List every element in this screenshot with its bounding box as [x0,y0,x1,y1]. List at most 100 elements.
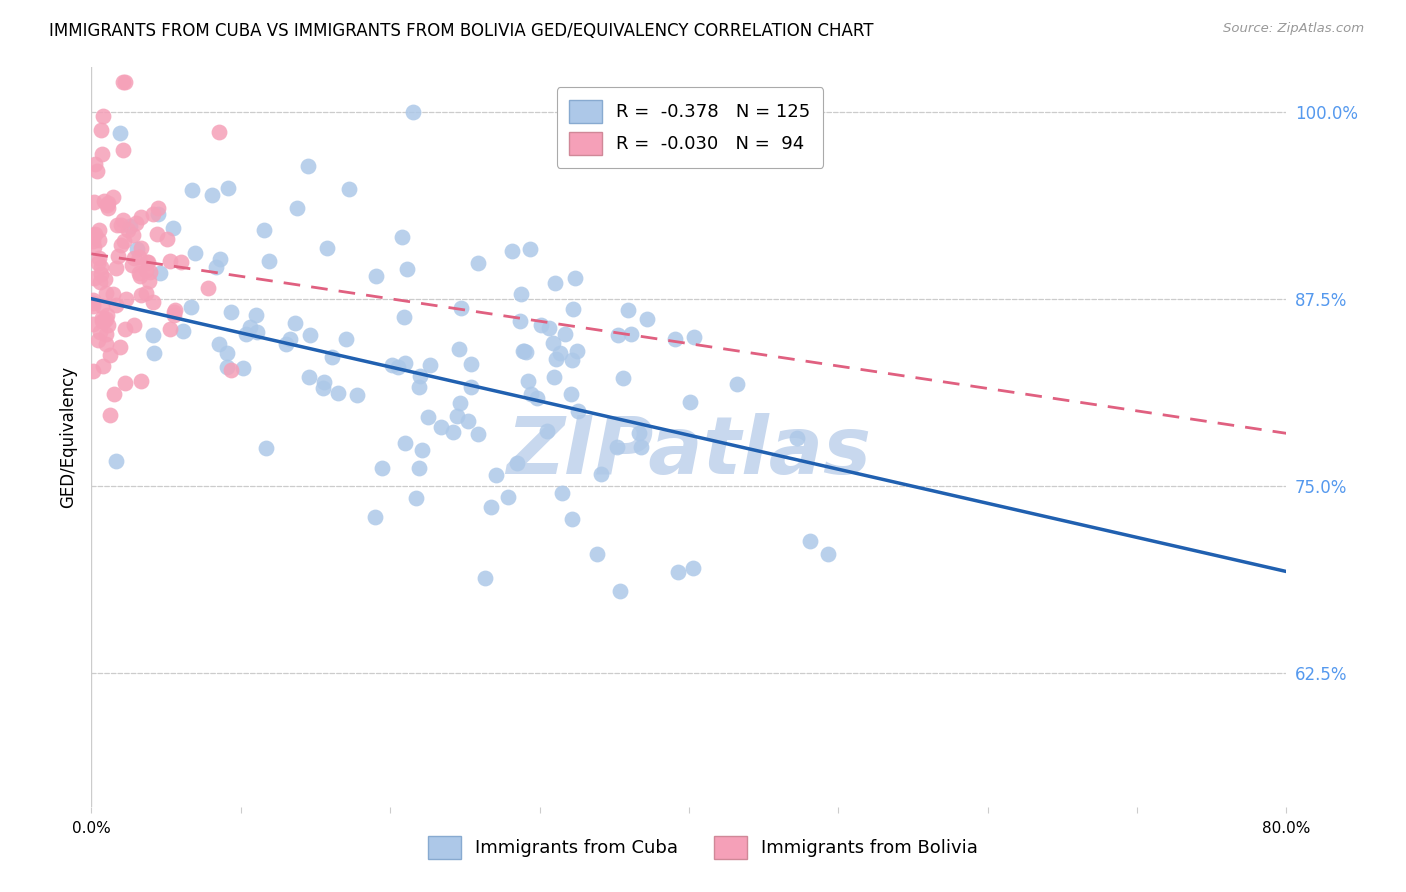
Point [108,340,131,354]
Point [235,327,257,342]
Point [299,327,322,342]
Point [127,242,149,256]
Point [538,321,561,335]
Point [208,252,231,266]
Point [725,376,748,391]
Point [543,335,565,350]
Point [128,269,150,284]
Point [565,344,588,359]
Point [515,345,537,359]
Point [135,263,157,277]
Point [564,271,586,285]
Text: ZIPatlas: ZIPatlas [506,413,872,491]
Point [513,344,536,359]
Point [239,319,262,334]
Point [346,388,368,402]
Point [82,296,104,310]
Point [112,75,135,89]
Point [467,427,489,442]
Point [86,163,108,178]
Point [83,227,105,241]
Point [402,104,425,119]
Point [509,314,531,328]
Point [82,317,104,331]
Point [101,286,124,301]
Point [165,303,187,318]
Point [554,326,576,341]
Point [83,270,105,285]
Point [82,293,104,307]
Point [97,318,120,333]
Point [297,159,319,173]
Point [115,293,138,307]
Point [460,357,482,371]
Point [287,201,309,215]
Point [142,207,165,221]
Point [682,561,704,575]
Point [136,254,159,268]
Point [408,380,430,394]
Point [91,109,114,123]
Point [526,391,548,405]
Point [519,387,541,401]
Text: Source: ZipAtlas.com: Source: ZipAtlas.com [1223,22,1364,36]
Point [474,571,496,585]
Point [449,342,471,356]
Point [139,265,162,279]
Point [110,237,132,252]
Point [163,305,186,319]
Point [138,274,160,288]
Point [371,461,394,475]
Point [460,380,482,394]
Point [536,424,558,438]
Point [381,358,404,372]
Point [90,122,112,136]
Point [630,440,652,454]
Point [560,387,582,401]
Point [83,194,105,209]
Point [82,299,104,313]
Point [93,314,115,328]
Point [108,126,131,140]
Point [84,157,107,171]
Point [636,311,658,326]
Point [98,348,121,362]
Point [679,395,702,409]
Point [496,490,519,504]
Point [121,259,143,273]
Point [122,251,145,265]
Text: IMMIGRANTS FROM CUBA VS IMMIGRANTS FROM BOLIVIA GED/EQUIVALENCY CORRELATION CHAR: IMMIGRANTS FROM CUBA VS IMMIGRANTS FROM … [49,22,873,40]
Point [94,337,117,351]
Point [219,363,242,377]
Point [82,227,104,242]
Point [561,301,583,316]
Point [142,294,165,309]
Point [129,288,152,302]
Point [87,233,110,247]
Point [94,272,117,286]
Point [128,267,150,281]
Point [87,223,110,237]
Point [450,301,472,315]
Point [114,75,136,89]
Point [129,374,152,388]
Point [394,355,416,369]
Point [799,534,821,549]
Point [245,308,267,322]
Point [312,381,335,395]
Point [87,251,110,265]
Point [254,441,277,455]
Point [391,229,413,244]
Point [181,183,204,197]
Point [93,194,115,208]
Point [457,414,479,428]
Point [314,375,336,389]
Point [246,325,269,339]
Point [136,255,159,269]
Point [94,326,117,341]
Point [98,409,121,423]
Point [517,374,540,388]
Point [105,218,128,232]
Point [101,190,124,204]
Point [96,308,118,322]
